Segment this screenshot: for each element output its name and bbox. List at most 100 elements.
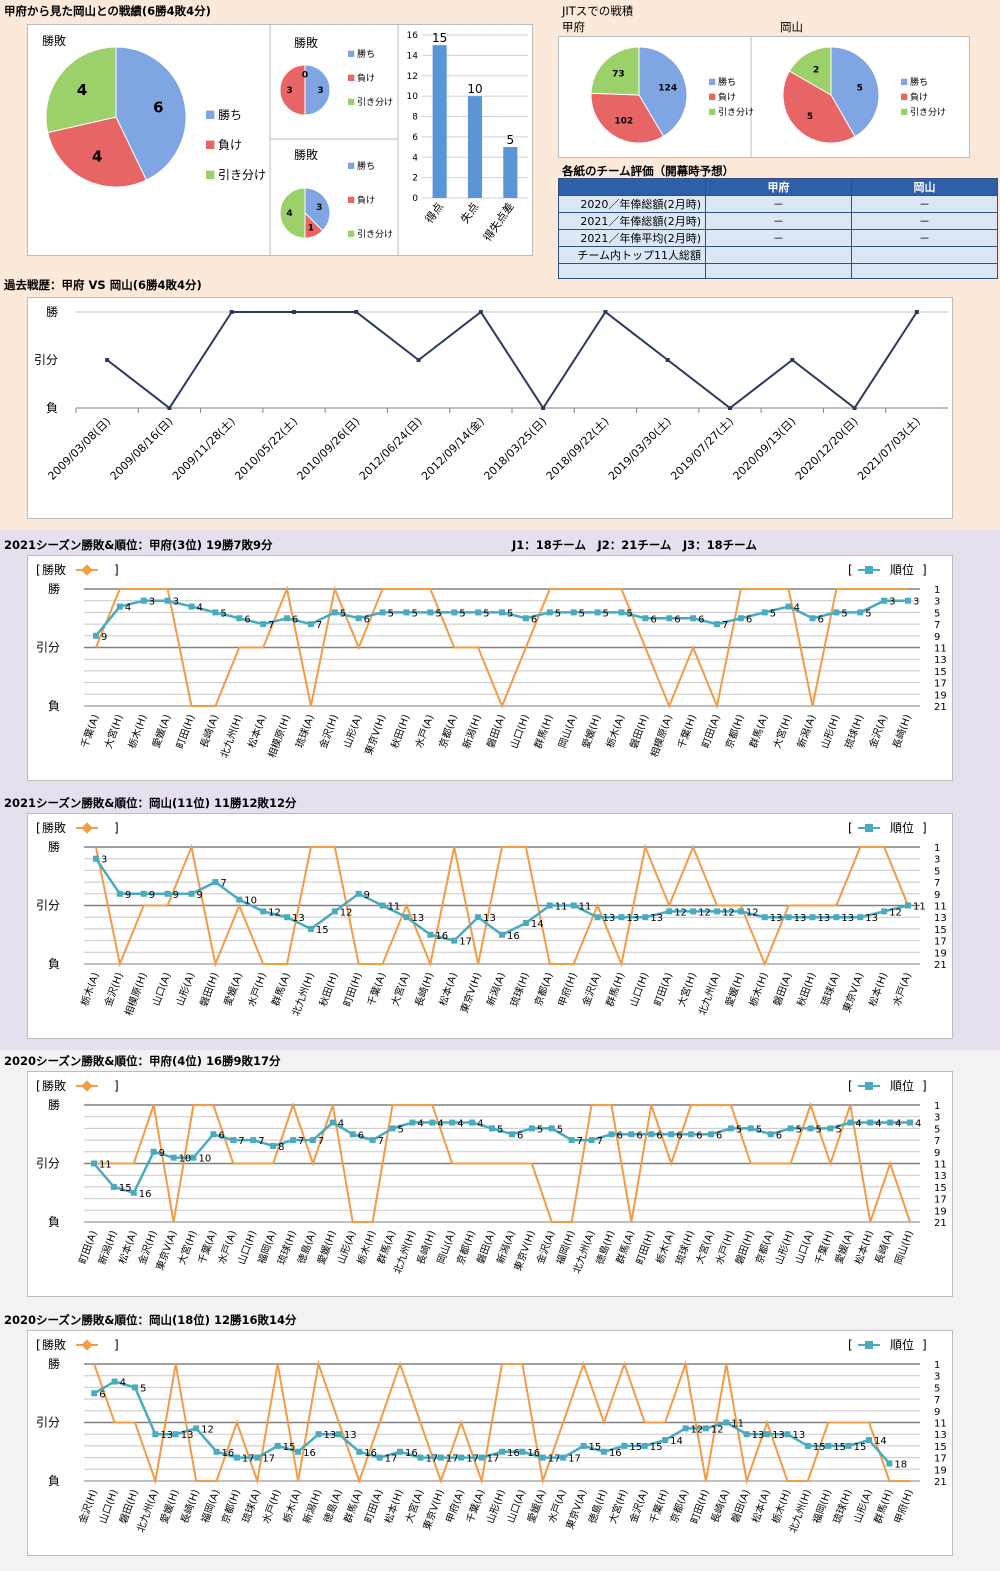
rank-marker (260, 908, 267, 915)
x-tick-label: 山形(H) (773, 1229, 796, 1266)
rank-marker (236, 615, 243, 622)
rank-marker (355, 890, 362, 897)
x-tick-label: 松本(H) (866, 970, 890, 1008)
rank-data-label: 5 (796, 1124, 802, 1135)
legend-swatch (709, 93, 716, 100)
x-tick-label: 群馬(H) (871, 1487, 895, 1525)
rank-tick-label: 5 (934, 1124, 940, 1135)
rank-marker (270, 1142, 277, 1149)
legend-label: 勝ち (218, 107, 242, 122)
rank-marker (212, 879, 219, 886)
legend-swatch (901, 108, 908, 115)
rank-tick-label: 17 (934, 679, 947, 690)
x-tick-label: 金沢(A) (626, 1487, 650, 1524)
rank-marker (409, 1119, 416, 1126)
rank-marker (475, 914, 482, 921)
pie-data-label: 1 (308, 223, 314, 233)
y-tick-label: 勝 (48, 1356, 60, 1371)
rank-marker (250, 1137, 257, 1144)
x-tick-label: 水戸(A) (891, 971, 914, 1008)
x-tick-label: 大宮(H) (101, 712, 125, 750)
y-tick-label: 引分 (36, 1157, 60, 1171)
rank-marker (761, 914, 768, 921)
rank-marker (737, 615, 744, 622)
rank-data-label: 16 (139, 1189, 152, 1200)
rank-marker (164, 597, 171, 604)
rank-data-label: 5 (756, 1124, 762, 1135)
rank-marker (449, 1119, 456, 1126)
x-tick-label: 秋田(H) (316, 970, 340, 1008)
rank-data-label: 7 (238, 1136, 244, 1147)
rank-tick-label: 5 (934, 1383, 940, 1394)
rank-data-label: 13 (181, 1430, 194, 1441)
rank-marker (210, 1131, 217, 1138)
rank-data-label: 5 (770, 608, 776, 619)
rank-data-label: 13 (770, 913, 783, 924)
rank-data-label: 15 (119, 1183, 132, 1194)
result-marker (914, 310, 919, 314)
rank-marker (713, 908, 720, 915)
rank-marker (307, 925, 314, 932)
rank-data-label: 13 (650, 913, 663, 924)
legend-label: 順位 (890, 562, 914, 577)
rank-data-label: 5 (459, 608, 465, 619)
rank-data-label: 17 (425, 1454, 438, 1465)
legend-marker (865, 824, 873, 832)
rank-marker (702, 1425, 709, 1432)
y-tick-label: 負 (48, 1474, 60, 1488)
rank-marker (570, 902, 577, 909)
x-tick-label: 山形(A) (174, 971, 197, 1008)
rank-data-label: 14 (874, 1436, 887, 1447)
legend-marker (81, 822, 93, 834)
rank-marker (522, 920, 529, 927)
rank-marker (379, 902, 386, 909)
rank-tick-label: 7 (934, 620, 940, 631)
legend-label: 引き分け (357, 97, 393, 108)
s2021-kofu-title: 2021シーズン勝敗&順位：甲府(3位) 19勝7敗9分 (4, 538, 273, 552)
x-tick-label: 町田(A) (653, 971, 675, 1007)
rank-tick-label: 13 (934, 1171, 947, 1182)
rank-marker (522, 615, 529, 622)
table-cell: － (851, 229, 998, 247)
result-marker (665, 358, 670, 362)
rank-marker (170, 1154, 177, 1161)
rank-data-label: 16 (303, 1448, 316, 1459)
x-tick-label: 磐田(A) (770, 970, 794, 1007)
rank-data-label: 10 (179, 1154, 192, 1165)
h2h-line-card: 勝引分負 2009/03/08(日) 2009/08/16(日) 2009/11/28… (27, 297, 953, 519)
result-line (93, 1360, 910, 1485)
x-tick-label: 琉球(H) (507, 970, 531, 1008)
x-tick-label: 琉球(A) (818, 970, 842, 1007)
s2020-okayama-chart: [勝敗][順位]13579111315171921勝引分負金沢(H)山口(H)磐… (36, 1337, 947, 1535)
result-line (106, 310, 918, 410)
rank-tick-label: 9 (934, 1148, 940, 1159)
x-tick-label: 金沢(A) (866, 712, 890, 749)
rank-data-label: 17 (242, 1454, 255, 1465)
rank-marker (666, 615, 673, 622)
rank-tick-label: 15 (934, 667, 947, 678)
rank-data-label: 15 (650, 1442, 663, 1453)
rank-marker (600, 1448, 607, 1455)
rank-marker (403, 914, 410, 921)
x-tick-label: 水戸(H) (260, 1488, 283, 1525)
rank-marker (690, 908, 697, 915)
rank-data-label: 11 (579, 902, 592, 913)
rank-marker (682, 1425, 689, 1432)
table-header-kofu: 甲府 (705, 178, 852, 196)
table-cell: － (851, 212, 998, 230)
rank-data-label: 5 (507, 608, 513, 619)
rank-data-label: 7 (577, 1136, 583, 1147)
legend-label: 勝敗 (42, 1337, 66, 1352)
rank-marker (785, 603, 792, 610)
x-tick-label: 愛媛(A) (149, 712, 173, 749)
x-tick-label: 新潟(H) (460, 712, 484, 750)
x-tick-label: 愛媛(H) (722, 970, 746, 1008)
rank-tick-label: 11 (934, 644, 947, 655)
rank-marker (150, 1148, 157, 1155)
s2020-okayama-card: [勝敗][順位] 1 3 5 7 9 11 13 15 17 19 21 勝引分負金沢(H) 山口(H) 磐… (27, 1330, 953, 1556)
rank-data-label: 15 (316, 925, 329, 936)
legend-swatch (206, 170, 215, 179)
rank-data-label: 13 (752, 1430, 765, 1441)
legend-close: ] (922, 1338, 927, 1352)
